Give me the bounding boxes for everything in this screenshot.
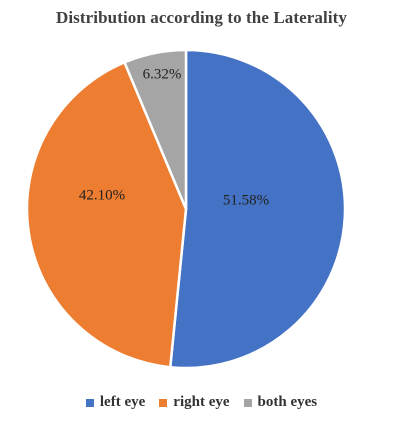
legend-item-left-eye: left eye <box>85 394 146 411</box>
legend-label-right-eye: right eye <box>173 394 230 410</box>
pie-slice-both-eyes <box>123 48 188 211</box>
pie-slice-right-eye <box>25 61 188 369</box>
legend: left eye right eye both eyes <box>0 394 403 411</box>
slice-label-both-eyes: 6.32% <box>143 66 182 82</box>
chart-title: Distribution according to the Laterality <box>55 8 348 27</box>
legend-swatch-both-eyes <box>243 398 252 407</box>
pie-slices <box>25 48 347 370</box>
pie-labels: 51.58% 42.10% 6.32% <box>79 66 269 208</box>
legend-item-both-eyes: both eyes <box>243 394 318 411</box>
slice-label-left-eye: 51.58% <box>223 192 269 208</box>
pie-chart: 51.58% 42.10% 6.32% <box>25 48 347 370</box>
legend-swatch-right-eye <box>159 398 168 407</box>
legend-label-left-eye: left eye <box>99 394 146 410</box>
legend-label-both-eyes: both eyes <box>257 394 318 410</box>
pie-slice-left-eye <box>168 48 347 370</box>
legend-swatch-left-eye <box>85 398 94 407</box>
legend-item-right-eye: right eye <box>159 394 230 411</box>
slice-label-right-eye: 42.10% <box>79 187 125 203</box>
